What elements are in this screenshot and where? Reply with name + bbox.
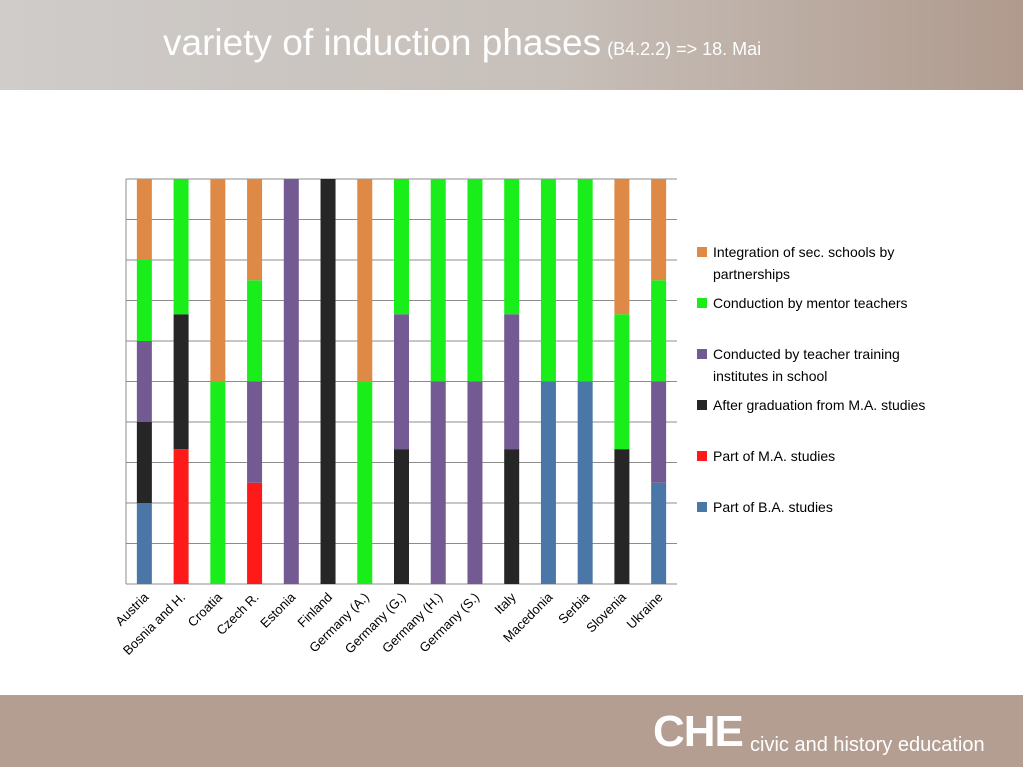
bar-segment	[651, 280, 667, 382]
bar-segment	[504, 179, 520, 315]
bar-segment	[210, 179, 226, 382]
bar-segment	[577, 381, 593, 584]
bar-segment	[136, 341, 152, 422]
bar-segment	[136, 503, 152, 584]
bar-segment	[430, 381, 446, 584]
x-tick-label: Estonia	[257, 589, 299, 631]
bar-segment	[136, 422, 152, 503]
che-logo: CHE	[653, 707, 744, 756]
legend-label: Conducted by teacher training institutes …	[713, 343, 993, 387]
bar-segment	[173, 314, 189, 450]
bar-segment	[357, 381, 373, 584]
legend-label-line: institutes in school	[713, 368, 828, 384]
legend-label-line: After graduation from M.A. studies	[713, 397, 926, 413]
legend-label-line: Part of M.A. studies	[713, 448, 836, 464]
bar-segment	[320, 179, 336, 584]
bar-segment	[614, 179, 630, 315]
legend-label: Conduction by mentor teachers	[713, 292, 993, 314]
bar-segment	[504, 449, 520, 584]
legend-swatch	[697, 298, 707, 308]
bar-segment	[357, 179, 373, 382]
legend-swatch	[697, 502, 707, 512]
bar-segment	[394, 179, 409, 315]
bar-segment	[467, 381, 483, 584]
bar-segment	[136, 179, 152, 260]
legend-swatch	[697, 400, 707, 410]
bar-segment	[136, 260, 152, 341]
bar-segment	[247, 482, 263, 584]
slide-title-main: variety of induction phases	[163, 22, 602, 63]
bar-segment	[651, 179, 667, 281]
bar-segment	[394, 449, 409, 584]
legend-swatch	[697, 349, 707, 359]
x-tick-label: Ukraine	[623, 590, 665, 632]
bar-segment	[247, 381, 263, 483]
legend-label-line: Conduction by mentor teachers	[713, 295, 908, 311]
bar-segment	[173, 449, 189, 584]
bar-segment	[210, 381, 226, 584]
legend-label-line: Conducted by teacher training	[713, 346, 900, 362]
legend-swatch	[697, 247, 707, 257]
bar-segment	[577, 179, 593, 382]
bar-segment	[651, 482, 667, 584]
bar-segment	[247, 179, 263, 281]
legend-label-line: partnerships	[713, 266, 791, 282]
legend-label: After graduation from M.A. studies	[713, 394, 993, 416]
legend-label-line: Integration of sec. schools by	[713, 244, 895, 260]
slide-title-note: (B4.2.2) => 18. Mai	[607, 39, 762, 59]
bar-segment	[540, 179, 556, 382]
bar-segment	[430, 179, 446, 382]
bar-segment	[614, 449, 630, 584]
footer-bar	[0, 695, 1023, 767]
legend-label: Part of M.A. studies	[713, 445, 993, 467]
legend-label-line: Part of B.A. studies	[713, 499, 833, 515]
bar-segment	[283, 179, 299, 584]
bar-segment	[247, 280, 263, 382]
x-tick-label: Slovenia	[583, 589, 629, 635]
bar-segment	[504, 314, 520, 450]
che-logo-text: civic and history education	[750, 734, 985, 756]
bar-segment	[173, 179, 189, 315]
bar-segment	[394, 314, 409, 450]
legend-label: Part of B.A. studies	[713, 496, 993, 518]
bar-segment	[467, 179, 483, 382]
bar-segment	[540, 381, 556, 584]
x-tick-label: Italy	[491, 589, 519, 617]
legend-label: Integration of sec. schools by partnershi…	[713, 241, 993, 285]
bar-segment	[651, 381, 667, 483]
slide-title: variety of induction phases (B4.2.2) => 1…	[163, 22, 761, 64]
bar-segment	[614, 314, 630, 450]
legend-swatch	[697, 451, 707, 461]
title-bar	[0, 0, 1023, 90]
